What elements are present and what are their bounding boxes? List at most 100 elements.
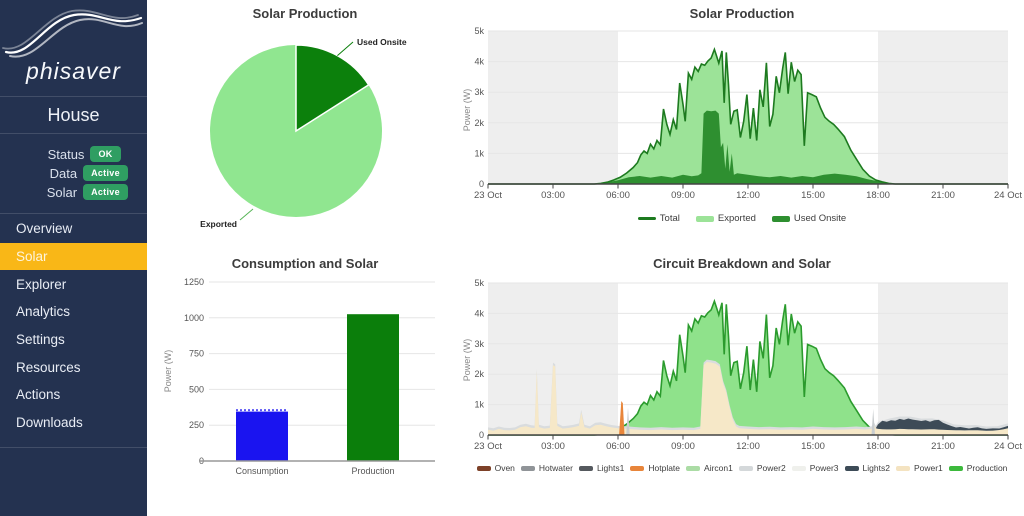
y-tick-label: 1000 xyxy=(184,313,204,323)
legend-item-power1[interactable]: Power1 xyxy=(895,463,943,473)
hotplate-spike xyxy=(619,401,625,435)
production-line xyxy=(488,298,1008,436)
bar-production[interactable] xyxy=(347,314,399,461)
legend-item-lights2[interactable]: Lights2 xyxy=(844,463,890,473)
sidebar-menu: Overview Solar Explorer Analytics Settings Re… xyxy=(0,215,147,448)
sidebar-item-solar[interactable]: Solar xyxy=(0,242,147,271)
legend-label: Power1 xyxy=(913,463,943,473)
pie-label-used-onsite: Used Onsite xyxy=(357,37,407,47)
pie-leader-exported xyxy=(239,208,254,221)
legend-label: Power3 xyxy=(809,463,839,473)
logo: phisaver xyxy=(0,0,147,97)
legend-label: Lights2 xyxy=(862,463,890,473)
x-tick-label: 21:00 xyxy=(931,190,955,201)
solar-timeline-title: Solar Production xyxy=(689,6,795,21)
legend-swatch xyxy=(637,217,656,220)
status-row-solar: Solar Active xyxy=(0,184,147,200)
sidebar-item-overview[interactable]: Overview xyxy=(16,221,73,237)
legend-swatch xyxy=(948,465,963,471)
legend-label: Hotwater xyxy=(538,463,573,473)
sidebar-item-actions[interactable]: Actions xyxy=(16,387,61,403)
y-tick-label: 2k xyxy=(474,118,484,128)
pie-chart-title: Solar Production xyxy=(252,6,358,21)
sidebar-item-settings[interactable]: Settings xyxy=(16,332,65,348)
solar-timeline-legend: Total Exported Used Onsite xyxy=(460,213,1024,224)
legend-label: Oven xyxy=(494,463,515,473)
solar-timeline-chart[interactable]: 23 Oct 03:00 06:00 09:00 12:00 15:00 18:00 21:0… xyxy=(460,0,1024,212)
legend-swatch xyxy=(578,465,593,471)
legend-item-hotwater[interactable]: Hotwater xyxy=(520,463,573,473)
sidebar-item-explorer[interactable]: Explorer xyxy=(16,276,67,292)
hotwater-spike xyxy=(871,408,875,435)
legend-swatch xyxy=(695,215,714,222)
legend-item-power3[interactable]: Power3 xyxy=(791,463,839,473)
sidebar-item-downloads[interactable]: Downloads xyxy=(16,415,83,431)
x-tick-label: 03:00 xyxy=(541,190,565,201)
y-tick-label: 5k xyxy=(474,278,484,288)
bar-consumption[interactable] xyxy=(236,411,288,461)
pie-leader-used-onsite xyxy=(337,41,354,56)
status-row-data: Data Active xyxy=(0,165,147,181)
legend-swatch xyxy=(476,465,491,471)
x-tick-label: 24 Oct xyxy=(994,441,1022,452)
bar-chart-title: Consumption and Solar xyxy=(231,256,379,271)
y-tick-label: 1250 xyxy=(184,277,204,287)
x-tick-label: 23 Oct xyxy=(474,190,502,201)
site-name: House xyxy=(0,97,147,134)
legend-item-oven[interactable]: Oven xyxy=(476,463,515,473)
x-tick-label: 18:00 xyxy=(866,441,890,452)
legend-item-hotplate[interactable]: Hotplate xyxy=(630,463,680,473)
x-tick-label: 12:00 xyxy=(736,190,760,201)
y-tick-label: 750 xyxy=(189,349,204,359)
status-row-status: Status OK xyxy=(0,146,147,162)
legend-item-exported[interactable]: Exported xyxy=(695,213,756,224)
legend-item-power2[interactable]: Power2 xyxy=(738,463,786,473)
legend-label: Lights1 xyxy=(596,463,625,473)
consumption-bar-chart[interactable]: 025050075010001250ConsumptionProductionP… xyxy=(150,250,460,490)
legend-swatch xyxy=(771,215,790,222)
legend-label: Total xyxy=(659,213,680,224)
status-label: Solar xyxy=(46,184,78,200)
legend-swatch xyxy=(520,465,535,471)
legend-item-lights1[interactable]: Lights1 xyxy=(578,463,625,473)
pie-label-exported: Exported xyxy=(200,219,237,229)
x-tick-label: 24 Oct xyxy=(994,190,1022,201)
y-tick-label: 3k xyxy=(474,339,484,349)
legend-label: Used Onsite xyxy=(793,213,847,224)
night-shading xyxy=(488,31,618,184)
y-tick-label: 4k xyxy=(474,57,484,67)
sidebar-item-analytics[interactable]: Analytics xyxy=(16,304,71,320)
logo-waves-icon xyxy=(2,9,143,58)
pie-slice-used-onsite[interactable] xyxy=(295,44,370,133)
legend-item-used-onsite[interactable]: Used Onsite xyxy=(771,213,847,224)
hotwater-spike xyxy=(626,407,630,435)
y-tick-label: 250 xyxy=(189,420,204,430)
legend-item-aircon1[interactable]: Aircon1 xyxy=(686,463,733,473)
total-line xyxy=(488,46,1008,185)
legend-item-total[interactable]: Total xyxy=(637,213,680,224)
breakdown-chart[interactable]: 23 Oct 03:00 06:00 09:00 12:00 15:00 18:00 21:0… xyxy=(460,250,1024,462)
sidebar-item-resources[interactable]: Resources xyxy=(16,359,81,375)
legend-swatch xyxy=(844,465,859,471)
y-axis-label: Power (W) xyxy=(163,350,173,393)
logo-text: phisaver xyxy=(26,58,121,84)
legend-swatch xyxy=(791,465,806,471)
legend-swatch xyxy=(895,465,910,471)
x-tick-label: 09:00 xyxy=(671,441,695,452)
x-tick-label: 23 Oct xyxy=(474,441,502,452)
y-tick-label: 0 xyxy=(479,430,484,440)
sidebar: phisaver House Status OK Data Active Sol… xyxy=(0,0,147,516)
x-tick-label: 06:00 xyxy=(606,190,630,201)
status-label: Data xyxy=(49,165,78,181)
x-tick-label: 09:00 xyxy=(671,190,695,201)
breakdown-legend: Oven Hotwater Lights1 Hotplate Aircon1 P… xyxy=(460,463,1024,473)
legend-swatch xyxy=(738,465,753,471)
legend-label: Aircon1 xyxy=(704,463,733,473)
status-badge: OK xyxy=(90,146,121,162)
status-badge: Active xyxy=(83,184,128,200)
x-tick-label: 18:00 xyxy=(866,190,890,201)
night-shading xyxy=(878,283,1008,435)
legend-item-production[interactable]: Production xyxy=(948,463,1007,473)
solar-pie-chart[interactable]: Used Onsite Exported xyxy=(150,0,460,250)
